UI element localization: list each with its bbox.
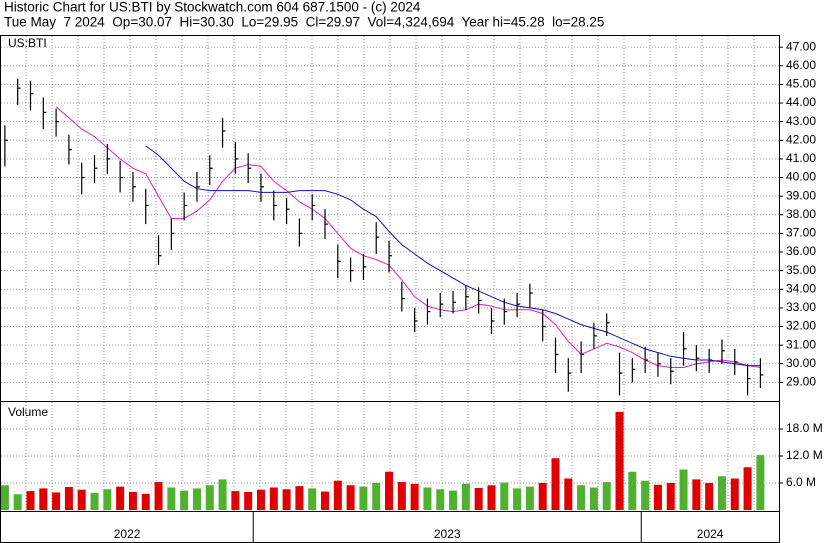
moving-average bbox=[55, 106, 761, 368]
volume-bar bbox=[321, 491, 330, 510]
volume-bar bbox=[180, 490, 189, 510]
volume-bar bbox=[282, 489, 291, 510]
y-tick-label: 31.00 bbox=[786, 337, 816, 351]
y-tick-label: 45.00 bbox=[786, 77, 816, 91]
volume-bar bbox=[269, 487, 278, 510]
volume-bar bbox=[410, 483, 419, 510]
volume-bar bbox=[423, 487, 432, 510]
volume-bar bbox=[333, 480, 342, 510]
volume-bar bbox=[602, 482, 611, 510]
volume-bar bbox=[205, 485, 214, 510]
chart-title: Historic Chart for US:BTI by Stockwatch.… bbox=[4, 0, 421, 15]
volume-bar bbox=[730, 478, 739, 510]
volume-bar bbox=[525, 486, 534, 510]
volume-bar bbox=[449, 490, 458, 510]
volume-bar bbox=[0, 485, 9, 510]
y-tick-label: 40.00 bbox=[786, 170, 816, 184]
volume-bar bbox=[128, 492, 137, 510]
y-tick-label: 44.00 bbox=[786, 95, 816, 109]
volume-bar bbox=[513, 488, 522, 510]
volume-bar bbox=[653, 484, 662, 510]
volume-bar bbox=[52, 492, 61, 510]
volume-bar bbox=[487, 485, 496, 510]
volume-bar bbox=[692, 479, 701, 510]
volume-bar bbox=[564, 478, 573, 510]
y-tick-label: 6.0 M bbox=[786, 475, 816, 489]
volume-bar bbox=[705, 483, 714, 510]
volume-bar bbox=[218, 479, 227, 510]
volume-bar bbox=[154, 482, 163, 510]
y-tick-label: 18.0 M bbox=[786, 421, 823, 435]
y-tick-label: 47.00 bbox=[786, 39, 816, 53]
y-tick-label: 34.00 bbox=[786, 281, 816, 295]
volume-bar bbox=[436, 489, 445, 510]
y-tick-label: 39.00 bbox=[786, 188, 816, 202]
volume-bar bbox=[26, 491, 35, 510]
price-label: US:BTI bbox=[8, 36, 47, 50]
volume-bar bbox=[589, 487, 598, 510]
volume-bar bbox=[500, 482, 509, 510]
volume-bar bbox=[244, 492, 253, 510]
quote-line: Tue May 7 2024 Op=30.07 Hi=30.30 Lo=29.9… bbox=[4, 15, 604, 30]
volume-bar bbox=[679, 469, 688, 510]
volume-bar bbox=[103, 489, 112, 510]
volume-bar bbox=[615, 411, 624, 510]
x-tick-label: 2023 bbox=[434, 527, 461, 541]
moving-average bbox=[145, 145, 761, 367]
volume-bar bbox=[641, 480, 650, 510]
y-tick-label: 30.00 bbox=[786, 356, 816, 370]
volume-bar bbox=[192, 488, 201, 510]
volume-bar bbox=[372, 483, 381, 510]
volume-bar bbox=[116, 486, 125, 510]
y-tick-label: 42.00 bbox=[786, 132, 816, 146]
y-tick-label: 29.00 bbox=[786, 375, 816, 389]
volume-bar bbox=[538, 483, 547, 510]
volume-bar bbox=[474, 487, 483, 510]
volume-bar bbox=[90, 492, 99, 510]
y-tick-label: 36.00 bbox=[786, 244, 816, 258]
volume-bar bbox=[385, 471, 394, 510]
y-tick-label: 33.00 bbox=[786, 300, 816, 314]
y-tick-label: 35.00 bbox=[786, 263, 816, 277]
volume-bar bbox=[756, 455, 765, 510]
volume-bar bbox=[39, 488, 48, 510]
volume-bar bbox=[346, 485, 355, 510]
volume-bar bbox=[13, 494, 22, 510]
volume-bar bbox=[461, 483, 470, 510]
y-tick-label: 37.00 bbox=[786, 226, 816, 240]
volume-bar bbox=[717, 476, 726, 510]
volume-bar bbox=[295, 486, 304, 510]
volume-bar bbox=[256, 489, 265, 510]
volume-bar bbox=[577, 485, 586, 510]
x-tick-label: 2022 bbox=[114, 527, 141, 541]
y-tick-label: 43.00 bbox=[786, 114, 816, 128]
volume-label: Volume bbox=[8, 405, 48, 419]
volume-bar bbox=[141, 493, 150, 510]
y-tick-label: 41.00 bbox=[786, 151, 816, 165]
volume-bar bbox=[551, 458, 560, 510]
x-tick-label: 2024 bbox=[697, 527, 724, 541]
volume-bar bbox=[397, 482, 406, 510]
y-tick-label: 46.00 bbox=[786, 58, 816, 72]
volume-bar bbox=[64, 487, 73, 510]
volume-bar bbox=[167, 487, 176, 510]
volume-bar bbox=[666, 483, 675, 510]
volume-bar bbox=[231, 491, 240, 510]
volume-bar bbox=[77, 489, 86, 510]
volume-bar bbox=[359, 486, 368, 510]
y-tick-label: 32.00 bbox=[786, 319, 816, 333]
volume-bar bbox=[743, 467, 752, 510]
y-tick-label: 38.00 bbox=[786, 207, 816, 221]
y-tick-label: 12.0 M bbox=[786, 448, 823, 462]
volume-bar bbox=[628, 471, 637, 510]
volume-bar bbox=[308, 488, 317, 510]
